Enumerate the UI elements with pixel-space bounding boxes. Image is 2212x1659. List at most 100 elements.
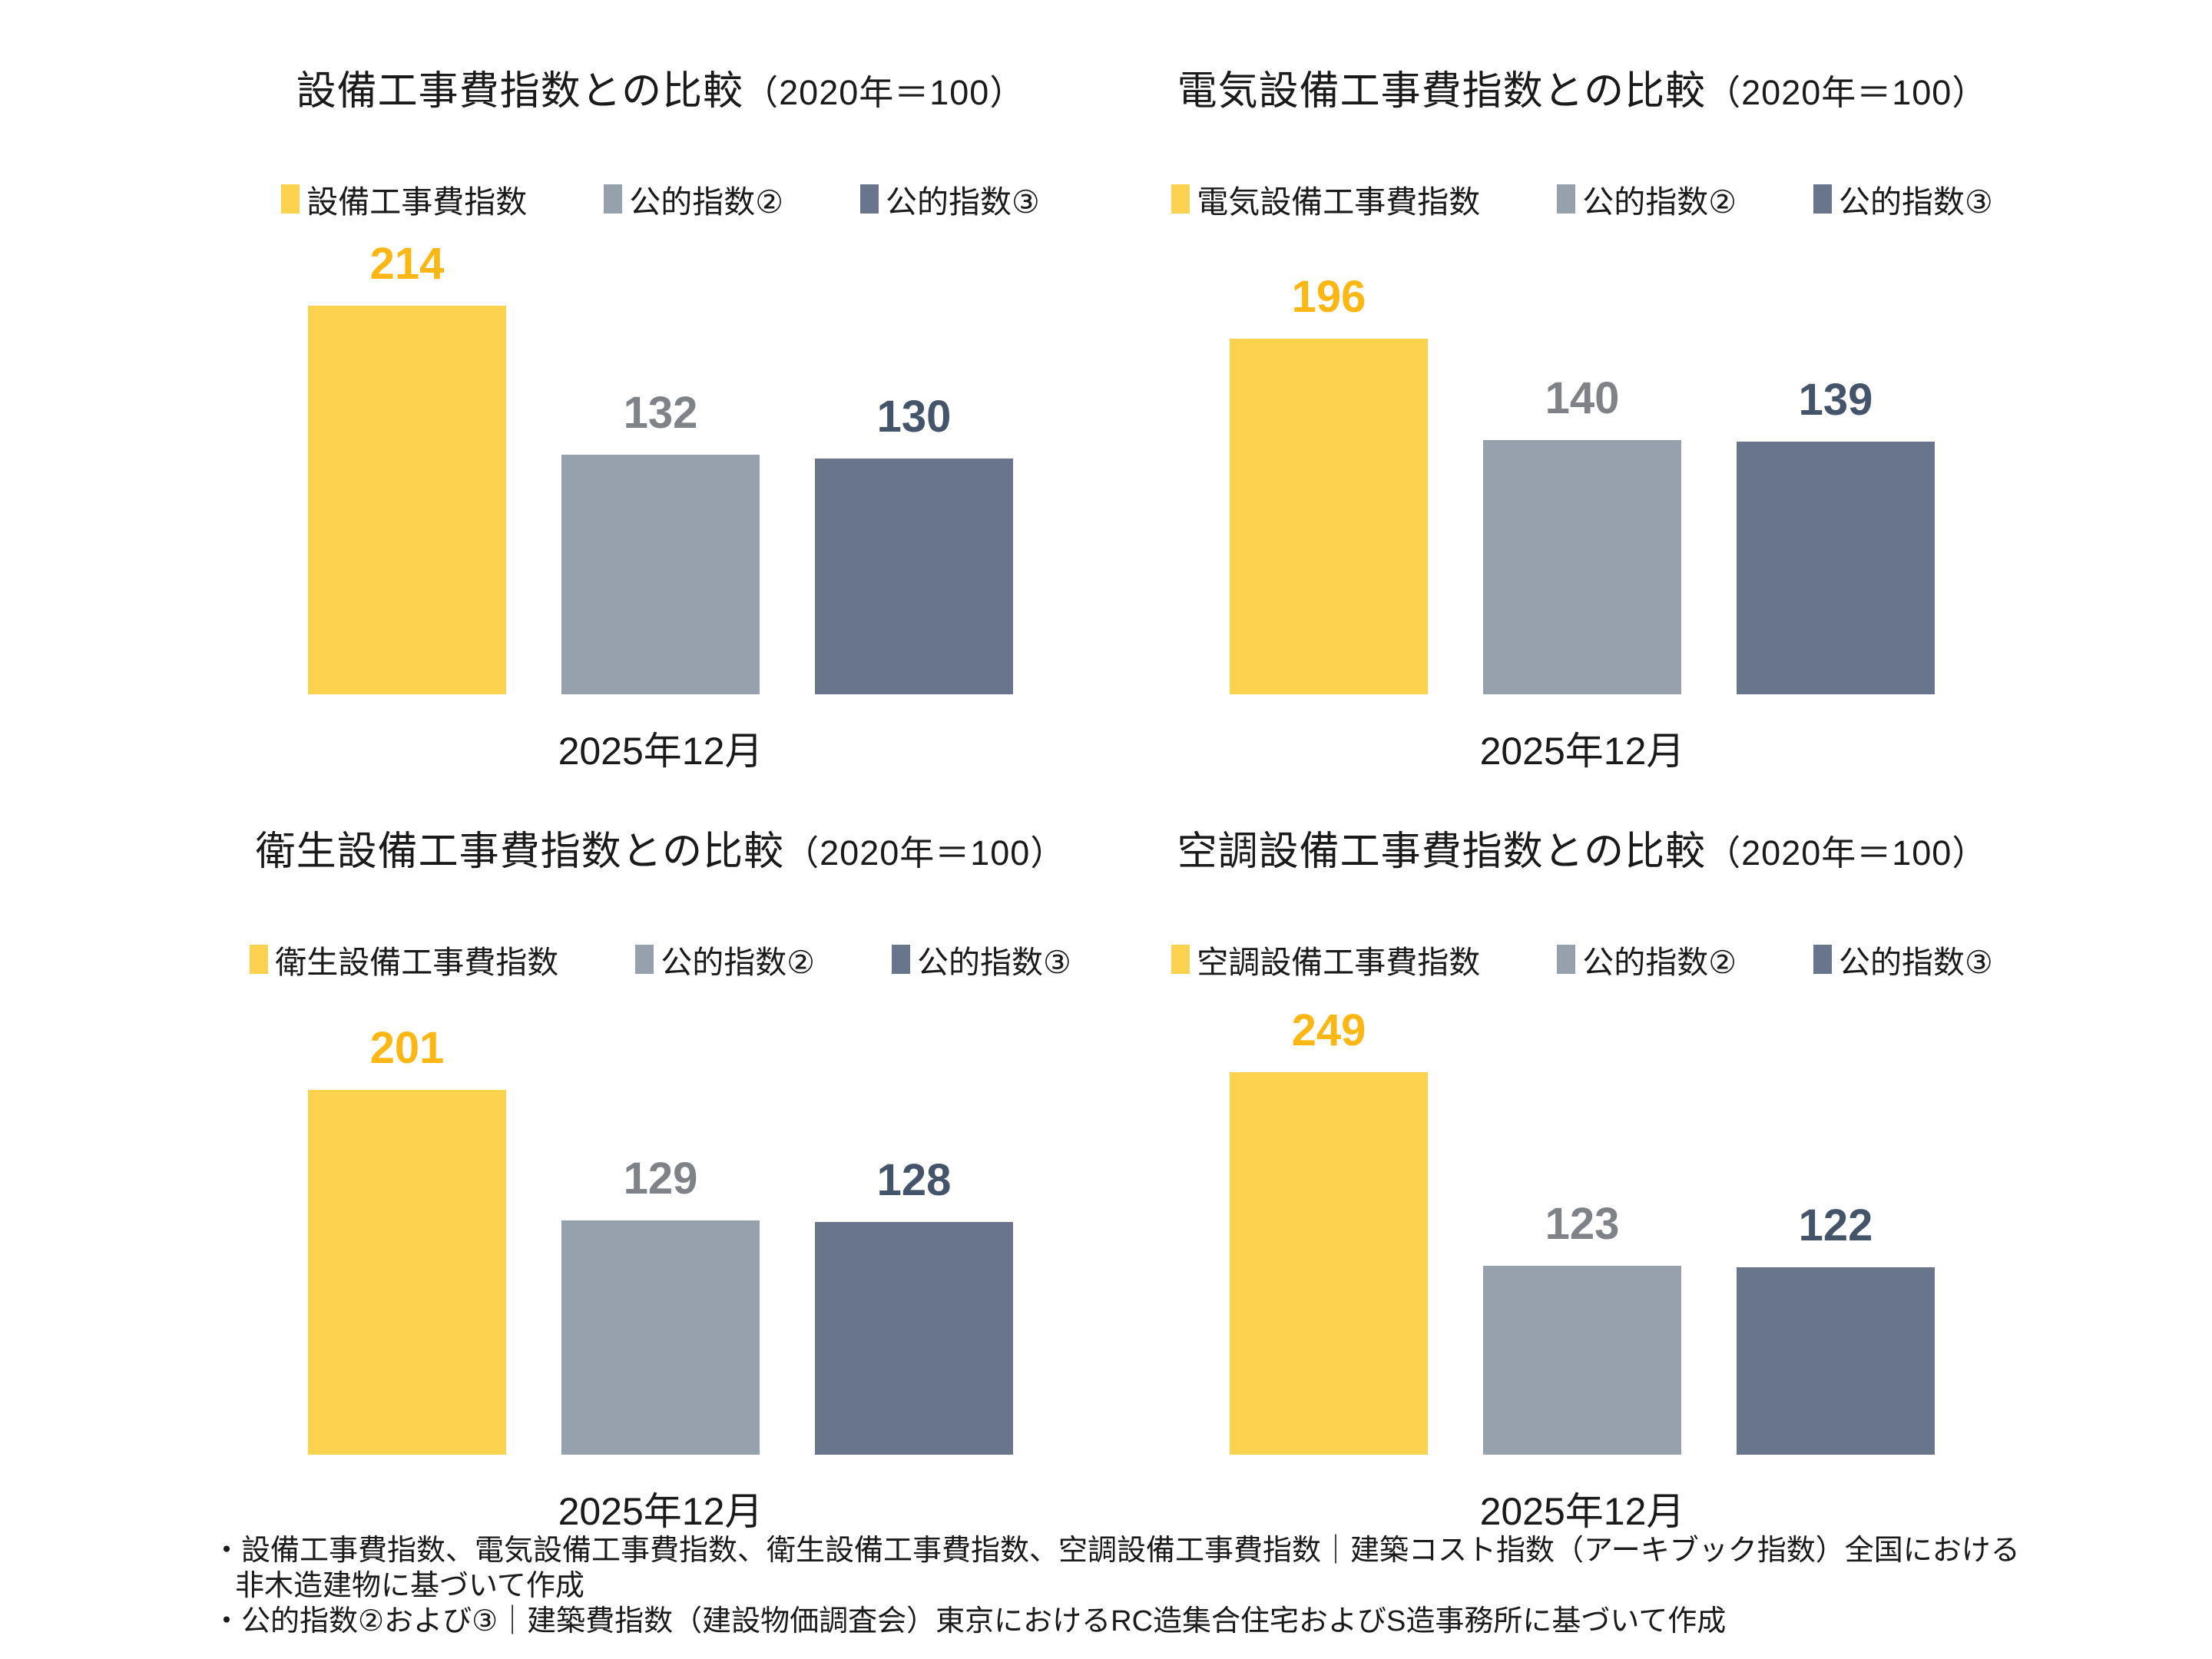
footnote-line: 非木造建物に基づいて作成 [235,1570,584,1602]
bar-group: 196 [1230,273,1428,694]
legend: 電気設備工事費指数 公的指数② 公的指数③ [1037,180,2128,220]
chart-title-basis: （2020年＝100） [1706,833,1988,873]
x-axis-label: 2025年12月 [558,1490,763,1533]
bar [561,455,760,694]
chart-title-basis: （2020年＝100） [1706,73,1988,112]
chart-title-basis: （2020年＝100） [784,833,1066,873]
bar [815,1222,1013,1455]
legend-item: 公的指数③ [860,176,1040,222]
bar [308,1090,506,1455]
bar [1230,339,1428,694]
bar [1230,1072,1428,1455]
chart-title-text: 設備工事費指数との比較 [296,69,744,114]
chart-panel: 設備工事費指数との比較（2020年＝100） 設備工事費指数 公的指数② 公的指数③… [115,31,1206,773]
bar [308,306,506,694]
bar-value-label: 196 [1291,272,1366,322]
bar-group: 123 [1483,1200,1681,1455]
chart-title-basis: （2020年＝100） [743,73,1025,112]
legend-item: 公的指数③ [1813,176,1993,222]
bar-value-label: 130 [876,392,952,442]
bar-group: 122 [1737,1201,1935,1455]
bar-value-label: 132 [623,388,698,438]
bar-group: 130 [815,392,1013,694]
chart-panel: 衛生設備工事費指数との比較（2020年＝100） 衛生設備工事費指数 公的指数② 公… [115,791,1206,1533]
legend: 衛生設備工事費指数 公的指数② 公的指数③ [115,940,1206,980]
bar-group: 214 [308,240,506,694]
legend-swatch-icon [635,945,654,974]
bar [815,459,1013,694]
chart-panel: 電気設備工事費指数との比較（2020年＝100） 電気設備工事費指数 公的指数② 公… [1037,31,2128,773]
legend-swatch-icon [1171,945,1190,974]
legend-label: 衛生設備工事費指数 [275,945,559,980]
bar-group: 249 [1230,1006,1428,1455]
bar [1737,1267,1935,1455]
footnote-line: ・公的指数②および③｜建築費指数（建設物価調査会）東京におけるRC造集合住宅およ… [212,1605,1727,1637]
legend-swatch-icon [1557,184,1576,214]
legend-label: 電気設備工事費指数 [1197,184,1481,220]
legend-label: 公的指数② [1582,945,1737,980]
legend-swatch-icon [1813,945,1832,974]
bar-value-label: 201 [369,1023,445,1073]
legend-label: 公的指数② [1582,184,1737,220]
chart-title: 衛生設備工事費指数との比較（2020年＝100） [115,791,1206,880]
legend-swatch-icon [281,184,300,214]
bar [561,1220,760,1455]
bar-value-label: 122 [1798,1200,1873,1250]
legend-item: 公的指数③ [892,936,1071,982]
bar-group: 201 [308,1024,506,1455]
legend-item: 公的指数② [635,936,815,982]
bar-value-label: 129 [623,1154,698,1204]
bar-value-label: 249 [1291,1005,1366,1055]
legend-label: 公的指数③ [1839,945,1993,980]
legend-swatch-icon [1171,184,1190,214]
legend-label: 空調設備工事費指数 [1197,945,1481,980]
bar-value-label: 214 [369,239,445,289]
legend-swatch-icon [1557,945,1576,974]
legend-swatch-icon [860,184,879,214]
legend-label: 公的指数② [629,184,783,220]
legend: 空調設備工事費指数 公的指数② 公的指数③ [1037,940,2128,980]
legend-label: 公的指数② [661,945,815,980]
bar [1483,1266,1681,1455]
legend-swatch-icon [892,945,910,974]
x-axis-label: 2025年12月 [1479,1490,1685,1533]
footnote-line: ・設備工事費指数、電気設備工事費指数、衛生設備工事費指数、空調設備工事費指数｜建… [212,1535,2020,1567]
chart-title: 設備工事費指数との比較（2020年＝100） [115,31,1206,120]
bar-value-label: 139 [1798,375,1873,425]
bar-group: 129 [561,1154,760,1455]
plot-area: 201 129 128 [115,979,1206,1455]
chart-panel: 空調設備工事費指数との比較（2020年＝100） 空調設備工事費指数 公的指数② 公… [1037,791,2128,1533]
chart-title-text: 衛生設備工事費指数との比較 [255,830,785,874]
bar-value-label: 123 [1545,1199,1620,1249]
chart-title: 空調設備工事費指数との比較（2020年＝100） [1037,791,2128,880]
bar-value-label: 140 [1545,373,1620,423]
legend-item: 公的指数② [604,176,783,222]
legend-label: 公的指数③ [1839,184,1993,220]
plot-area: 196 140 139 [1037,218,2128,694]
legend-label: 公的指数③ [917,945,1071,980]
x-axis-label: 2025年12月 [1479,730,1685,773]
legend-label: 公的指数③ [886,184,1040,220]
legend-item: 空調設備工事費指数 [1171,936,1480,982]
bar-group: 140 [1483,374,1681,694]
legend-swatch-icon [1813,184,1832,214]
bar-group: 128 [815,1156,1013,1455]
legend-item: 公的指数③ [1813,936,1993,982]
legend-swatch-icon [250,945,269,974]
chart-title: 電気設備工事費指数との比較（2020年＝100） [1037,31,2128,120]
legend-label: 設備工事費指数 [306,184,528,220]
chart-title-text: 電気設備工事費指数との比較 [1177,69,1707,114]
bar-group: 139 [1737,376,1935,694]
plot-area: 249 123 122 [1037,979,2128,1455]
x-axis-label: 2025年12月 [558,730,763,773]
legend-swatch-icon [604,184,623,214]
legend-item: 設備工事費指数 [281,176,527,222]
bar [1483,440,1681,694]
legend-item: 公的指数② [1557,176,1737,222]
chart-title-text: 空調設備工事費指数との比較 [1177,830,1707,874]
bar [1737,442,1935,694]
plot-area: 214 132 130 [115,218,1206,694]
legend-item: 電気設備工事費指数 [1171,176,1480,222]
legend-item: 公的指数② [1557,936,1737,982]
legend-item: 衛生設備工事費指数 [250,936,558,982]
